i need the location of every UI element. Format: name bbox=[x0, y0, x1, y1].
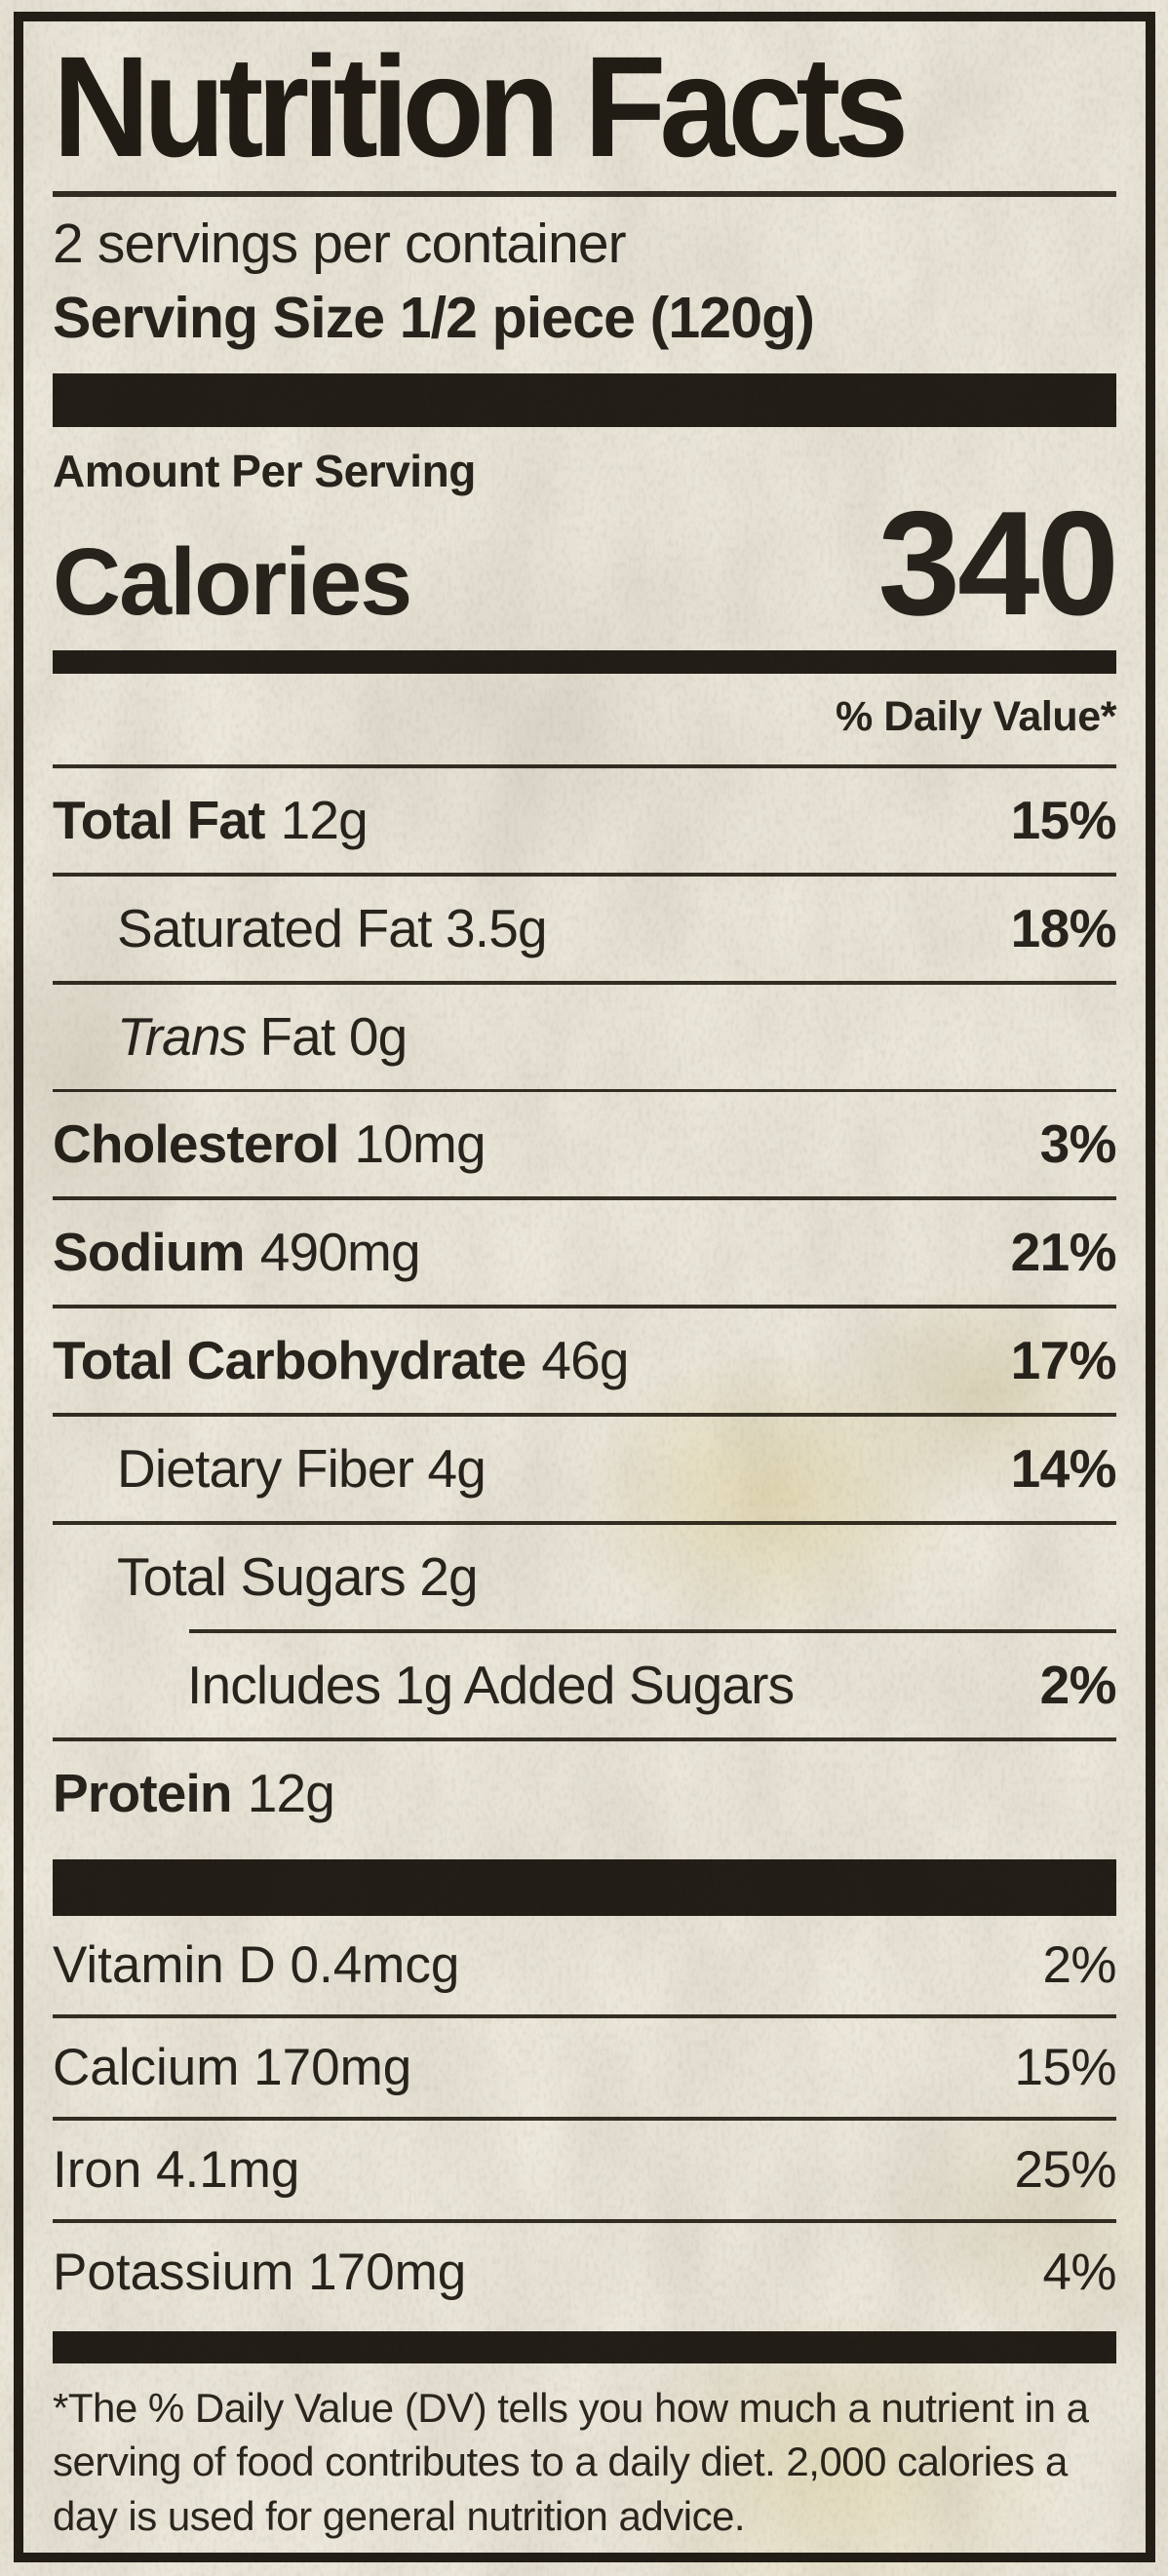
divider-rule bbox=[53, 2218, 1116, 2223]
nutrient-row-dietary-fiber: Dietary Fiber 4g 14% bbox=[53, 1417, 1117, 1521]
nutrient-name: Total Sugars 2g bbox=[117, 1545, 479, 1607]
nutrient-name-bold: Sodium bbox=[53, 1222, 246, 1283]
nutrient-name: Dietary Fiber 4g bbox=[117, 1438, 487, 1500]
nutrient-name-bold: Protein bbox=[53, 1762, 233, 1823]
nutrient-row-potassium: Potassium 170mg 4% bbox=[53, 2223, 1117, 2322]
nutrient-row-cholesterol: Cholesterol 10mg 3% bbox=[53, 1092, 1117, 1196]
calories-value: 340 bbox=[877, 480, 1120, 646]
divider-rule bbox=[53, 1737, 1116, 1741]
divider-rule bbox=[53, 763, 1116, 768]
nutrient-name: Iron 4.1mg bbox=[53, 2140, 300, 2199]
nutrient-amount: 490mg bbox=[259, 1222, 421, 1283]
nutrient-name: Trans Fat 0g bbox=[117, 1009, 408, 1064]
daily-value-percent: 2% bbox=[1039, 1654, 1117, 1715]
nutrient-row-saturated-fat: Saturated Fat 3.5g 18% bbox=[53, 877, 1117, 981]
daily-value-percent: 2% bbox=[1042, 1936, 1116, 1995]
nutrient-name: Total Carbohydrate 46g bbox=[53, 1334, 629, 1387]
divider-rule bbox=[53, 1196, 1116, 1201]
nutrient-name: Saturated Fat 3.5g bbox=[117, 897, 548, 958]
nutrient-row-sodium: Sodium 490mg 21% bbox=[53, 1200, 1117, 1305]
section-bar bbox=[53, 1858, 1116, 1917]
nutrient-amount: 12g bbox=[280, 789, 369, 850]
nutrient-amount: 10mg bbox=[354, 1113, 486, 1175]
divider-rule bbox=[53, 2116, 1116, 2121]
nutrient-name: Includes 1g Added Sugars bbox=[187, 1654, 795, 1715]
nutrient-name: Total Fat 12g bbox=[53, 793, 369, 847]
servings-per-container: 2 servings per container bbox=[53, 212, 627, 275]
divider-rule bbox=[189, 1628, 1116, 1633]
daily-value-percent: 14% bbox=[1010, 1438, 1117, 1500]
divider-rule bbox=[53, 980, 1116, 985]
nutrient-row-total-sugars: Total Sugars 2g bbox=[53, 1525, 1116, 1629]
daily-value-percent: 15% bbox=[1014, 2038, 1117, 2096]
daily-value-percent: 17% bbox=[1010, 1330, 1117, 1391]
nutrient-row-total-fat: Total Fat 12g 15% bbox=[53, 768, 1117, 873]
nutrient-name: Cholesterol 10mg bbox=[53, 1117, 487, 1171]
nutrient-name: Vitamin D 0.4mcg bbox=[53, 1936, 460, 1995]
daily-value-percent: 3% bbox=[1039, 1113, 1117, 1175]
divider-rule bbox=[53, 190, 1116, 197]
nutrient-row-trans-fat: Trans Fat 0g bbox=[53, 985, 1116, 1089]
nutrient-row-protein: Protein 12g bbox=[53, 1741, 1116, 1846]
section-bar bbox=[53, 649, 1116, 674]
calories-row: Calories 340 bbox=[53, 480, 1120, 646]
serving-size: Serving Size 1/2 piece (120g) bbox=[53, 286, 815, 351]
divider-rule bbox=[53, 1305, 1116, 1309]
nutrient-row-added-sugars: Includes 1g Added Sugars 2% bbox=[53, 1633, 1117, 1737]
divider-rule bbox=[53, 1521, 1116, 1525]
divider-rule bbox=[53, 872, 1116, 877]
nutrient-row-total-carbohydrate: Total Carbohydrate 46g 17% bbox=[53, 1308, 1117, 1413]
calories-label: Calories bbox=[53, 527, 412, 635]
divider-rule bbox=[53, 1088, 1116, 1093]
nutrient-row-iron: Iron 4.1mg 25% bbox=[53, 2121, 1117, 2219]
nutrient-row-calcium: Calcium 170mg 15% bbox=[53, 2018, 1117, 2117]
nutrition-facts-label: Nutrition Facts 2 servings per container… bbox=[14, 12, 1155, 2562]
divider-rule bbox=[53, 2014, 1116, 2018]
section-bar bbox=[53, 2330, 1116, 2363]
daily-value-percent: 15% bbox=[1010, 789, 1117, 850]
daily-value-header: % Daily Value* bbox=[836, 692, 1116, 740]
nutrient-name: Protein 12g bbox=[53, 1766, 335, 1820]
nutrient-amount: 12g bbox=[247, 1762, 335, 1823]
divider-rule bbox=[53, 1413, 1116, 1418]
nutrient-name-bold: Total Fat bbox=[53, 789, 265, 850]
daily-value-footnote: *The % Daily Value (DV) tells you how mu… bbox=[53, 2384, 1089, 2539]
nutrient-row-vitamin-d: Vitamin D 0.4mcg 2% bbox=[53, 1916, 1117, 2014]
nutrient-name: Calcium 170mg bbox=[53, 2038, 412, 2096]
amount-per-serving-label: Amount Per Serving bbox=[53, 445, 476, 496]
nutrient-name: Potassium 170mg bbox=[53, 2243, 467, 2301]
nutrient-name-bold: Total Carbohydrate bbox=[53, 1330, 526, 1391]
nutrient-name-bold: Cholesterol bbox=[53, 1113, 339, 1175]
daily-value-percent: 25% bbox=[1014, 2140, 1117, 2199]
section-bar bbox=[53, 373, 1116, 427]
nutrient-name-italic: Trans bbox=[117, 1005, 247, 1067]
nutrient-name: Sodium 490mg bbox=[53, 1226, 421, 1279]
nutrition-facts-title: Nutrition Facts bbox=[53, 27, 909, 187]
daily-value-percent: 21% bbox=[1010, 1222, 1117, 1283]
daily-value-percent: 4% bbox=[1042, 2243, 1116, 2301]
nutrient-amount: Fat 0g bbox=[259, 1005, 408, 1067]
nutrient-amount: 46g bbox=[541, 1330, 629, 1391]
daily-value-percent: 18% bbox=[1010, 897, 1117, 958]
